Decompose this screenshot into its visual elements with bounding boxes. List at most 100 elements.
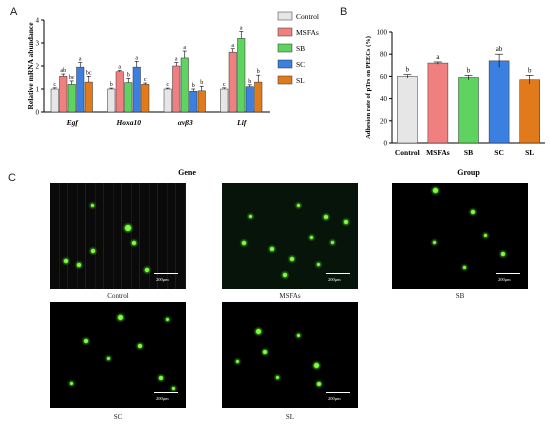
cell-dot [70, 381, 74, 385]
bar [180, 57, 189, 113]
category-label: MSFAs [426, 148, 450, 157]
bar [254, 81, 263, 113]
significance-letter: bc [86, 70, 92, 76]
legend-entry: MSFAs [296, 28, 319, 37]
category-label: Hoxa10 [115, 118, 141, 127]
significance-letter: c [223, 82, 226, 88]
cell-dot [317, 381, 322, 386]
scale-bar [154, 392, 178, 393]
scale-bar [496, 273, 520, 274]
y-tick-label: 20 [380, 117, 388, 125]
micrograph-caption-sc: SC [113, 413, 123, 421]
cell-dot [330, 241, 334, 245]
bar [488, 60, 510, 144]
cell-dot [84, 339, 88, 344]
bar [67, 84, 76, 113]
scale-bar [326, 392, 350, 393]
chart-b-adhesion-rate: 0 20 40 60 80 100 Adhesion rate of pTrs on PEE… [365, 29, 545, 177]
bar [172, 65, 181, 113]
category-label: αvβ3 [178, 118, 193, 127]
bar [220, 88, 229, 113]
bar [50, 88, 59, 113]
micrograph-sc: 200μm [50, 302, 186, 408]
significance-letter: b [127, 72, 130, 78]
bar [163, 88, 172, 113]
panel-label-a: A [10, 6, 18, 18]
significance-letter: c [166, 82, 169, 88]
bar [458, 77, 479, 144]
cell-dot [432, 241, 436, 245]
micrograph-control: 200μm [50, 183, 186, 289]
bar [427, 62, 449, 144]
cell-dot [283, 273, 288, 278]
significance-letter: a [118, 65, 121, 71]
bar [132, 66, 141, 113]
category-label: SB [464, 148, 473, 157]
significance-letter: b [248, 79, 251, 85]
panel-label-b: B [340, 6, 348, 18]
legend-swatch [277, 43, 293, 53]
bar [197, 90, 206, 113]
significance-letter: c [144, 77, 147, 83]
y-tick-label: 0 [36, 109, 40, 117]
cell-dot [118, 314, 123, 320]
bar [59, 76, 68, 113]
bar [237, 38, 246, 113]
significance-letter: b [406, 66, 410, 74]
y-axis-label: Relative mRNA abundance [26, 22, 35, 110]
y-tick-label: 60 [380, 73, 388, 81]
micrograph-sb: 200μm [392, 183, 528, 289]
significance-letter: a [183, 45, 186, 51]
cell-dot [256, 328, 261, 334]
bar [397, 76, 418, 144]
legend-entry: SC [296, 60, 305, 69]
bar [189, 91, 198, 113]
y-tick-label: 0 [384, 140, 388, 148]
legend-entry: Control [296, 12, 319, 21]
bar [124, 82, 133, 113]
cell-dot [314, 363, 320, 369]
cell-dot [262, 349, 267, 354]
significance-letter: c [53, 82, 56, 88]
significance-letter: a [79, 57, 82, 63]
significance-letter: b [467, 66, 471, 74]
cell-dot [432, 188, 438, 194]
significance-letter: a [231, 43, 234, 49]
bar [84, 81, 93, 113]
cell-dot [296, 204, 300, 208]
scale-bar-label: 200μm [498, 277, 511, 282]
micrograph-caption-msfas: MSFAs [279, 292, 301, 300]
cell-dot [484, 233, 488, 237]
category-label: Control [395, 148, 420, 157]
micrograph-caption-sl: SL [285, 413, 295, 421]
y-tick-label: 100 [377, 29, 388, 37]
bar [245, 86, 254, 113]
legend-swatch [277, 59, 293, 69]
legend-swatch [277, 11, 293, 21]
significance-letter: b [110, 82, 113, 88]
legend-entry: SB [296, 44, 305, 53]
significance-letter: a [135, 55, 138, 61]
cell-dot [63, 259, 68, 264]
category-label: Lif [236, 118, 248, 127]
significance-letter: a [436, 53, 440, 61]
bar [141, 84, 150, 113]
cell-dot [317, 262, 321, 266]
y-tick-label: 3 [36, 40, 40, 48]
cell-dot [145, 267, 150, 272]
bar [107, 88, 116, 113]
category-label: SL [525, 148, 534, 157]
significance-letter: bc [69, 75, 75, 81]
cell-dot [107, 357, 111, 361]
category-label: Egf [66, 118, 80, 127]
cell-dot [276, 376, 280, 380]
cell-dot [296, 333, 300, 337]
significance-letter: b [200, 80, 203, 86]
bar [228, 51, 237, 113]
y-tick-label: 1 [36, 86, 40, 94]
x-axis-label: Group [457, 168, 480, 177]
micrograph-caption-control: Control [107, 292, 129, 300]
significance-letter: b [528, 66, 532, 74]
cell-dot [310, 236, 314, 239]
